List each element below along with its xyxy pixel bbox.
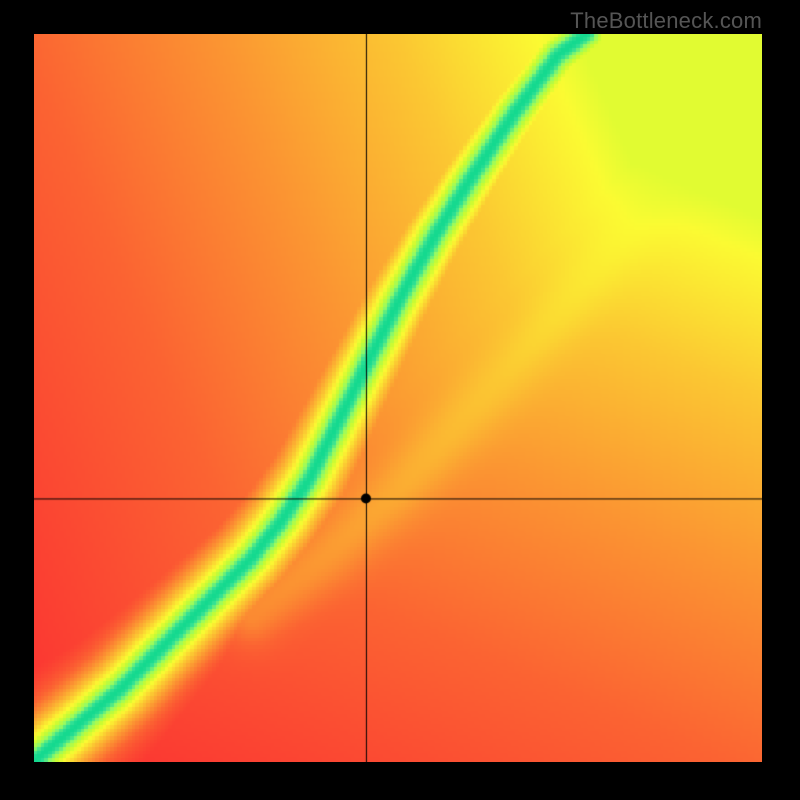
chart-frame: TheBottleneck.com — [0, 0, 800, 800]
plot-area — [34, 34, 762, 762]
heatmap-canvas — [34, 34, 762, 762]
watermark-text: TheBottleneck.com — [570, 8, 762, 34]
